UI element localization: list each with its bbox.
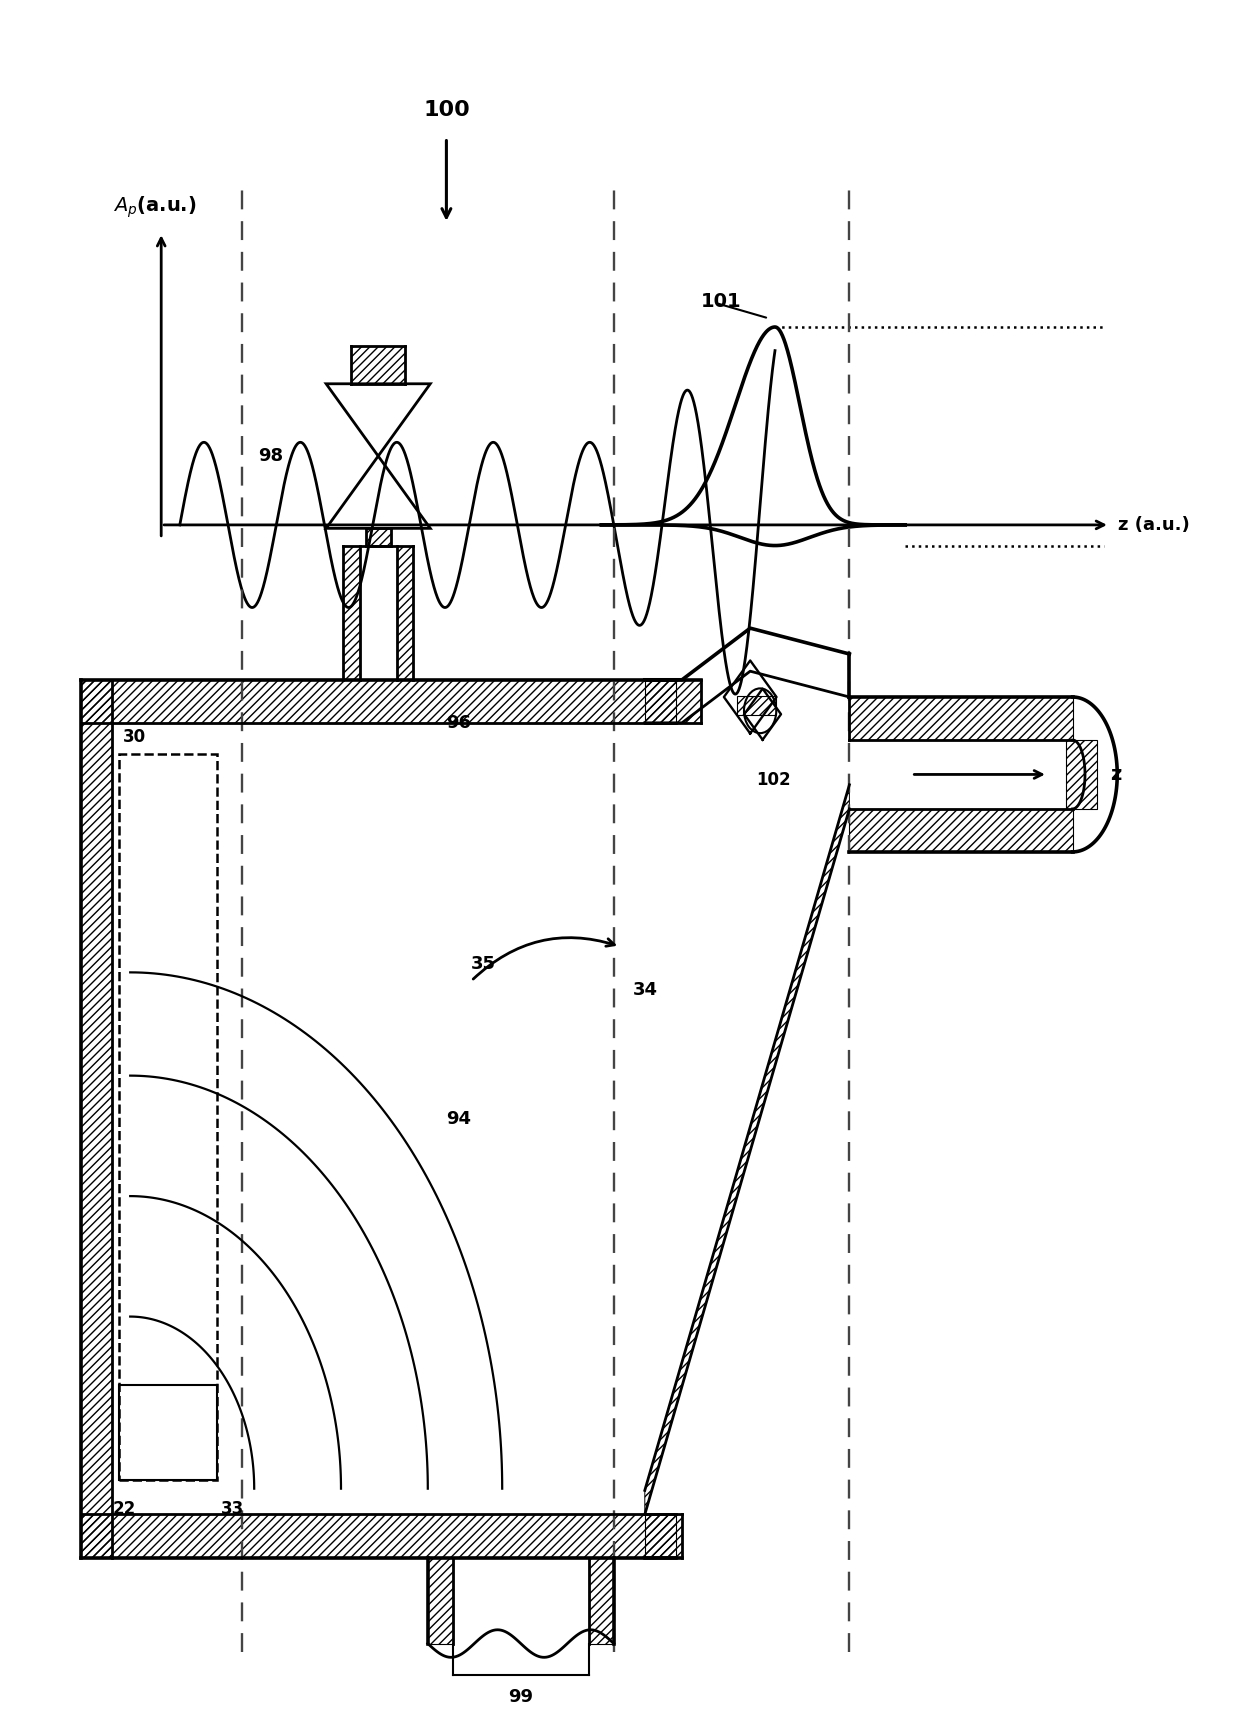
Bar [428,1558,453,1644]
Bar [737,697,776,716]
Text: 35: 35 [471,955,496,972]
Bar [645,1514,682,1558]
Text: 102: 102 [756,771,791,788]
Text: 98: 98 [258,447,283,465]
Bar [366,528,391,546]
Bar [849,697,1073,740]
Text: 94: 94 [446,1110,471,1127]
Bar [351,346,405,384]
Bar [397,546,413,680]
Bar [645,680,701,723]
Text: z (a.u.): z (a.u.) [1118,516,1190,534]
Text: z: z [1110,764,1121,785]
Text: 100: 100 [423,100,470,120]
Text: 22: 22 [113,1501,136,1518]
Bar [589,1558,614,1644]
Text: $A_p$(a.u.): $A_p$(a.u.) [113,194,197,220]
Text: 99: 99 [508,1688,533,1706]
Bar [343,546,360,680]
Bar [119,1385,217,1480]
Bar [1066,740,1097,809]
Text: 33: 33 [221,1501,244,1518]
Bar [849,809,1073,852]
Bar [81,1514,676,1558]
Text: 101: 101 [701,291,742,312]
Bar [119,754,217,1480]
Bar [81,680,112,1558]
Text: 96: 96 [446,714,471,731]
Text: 34: 34 [632,981,657,998]
Bar [81,680,676,723]
Text: 30: 30 [123,728,146,745]
